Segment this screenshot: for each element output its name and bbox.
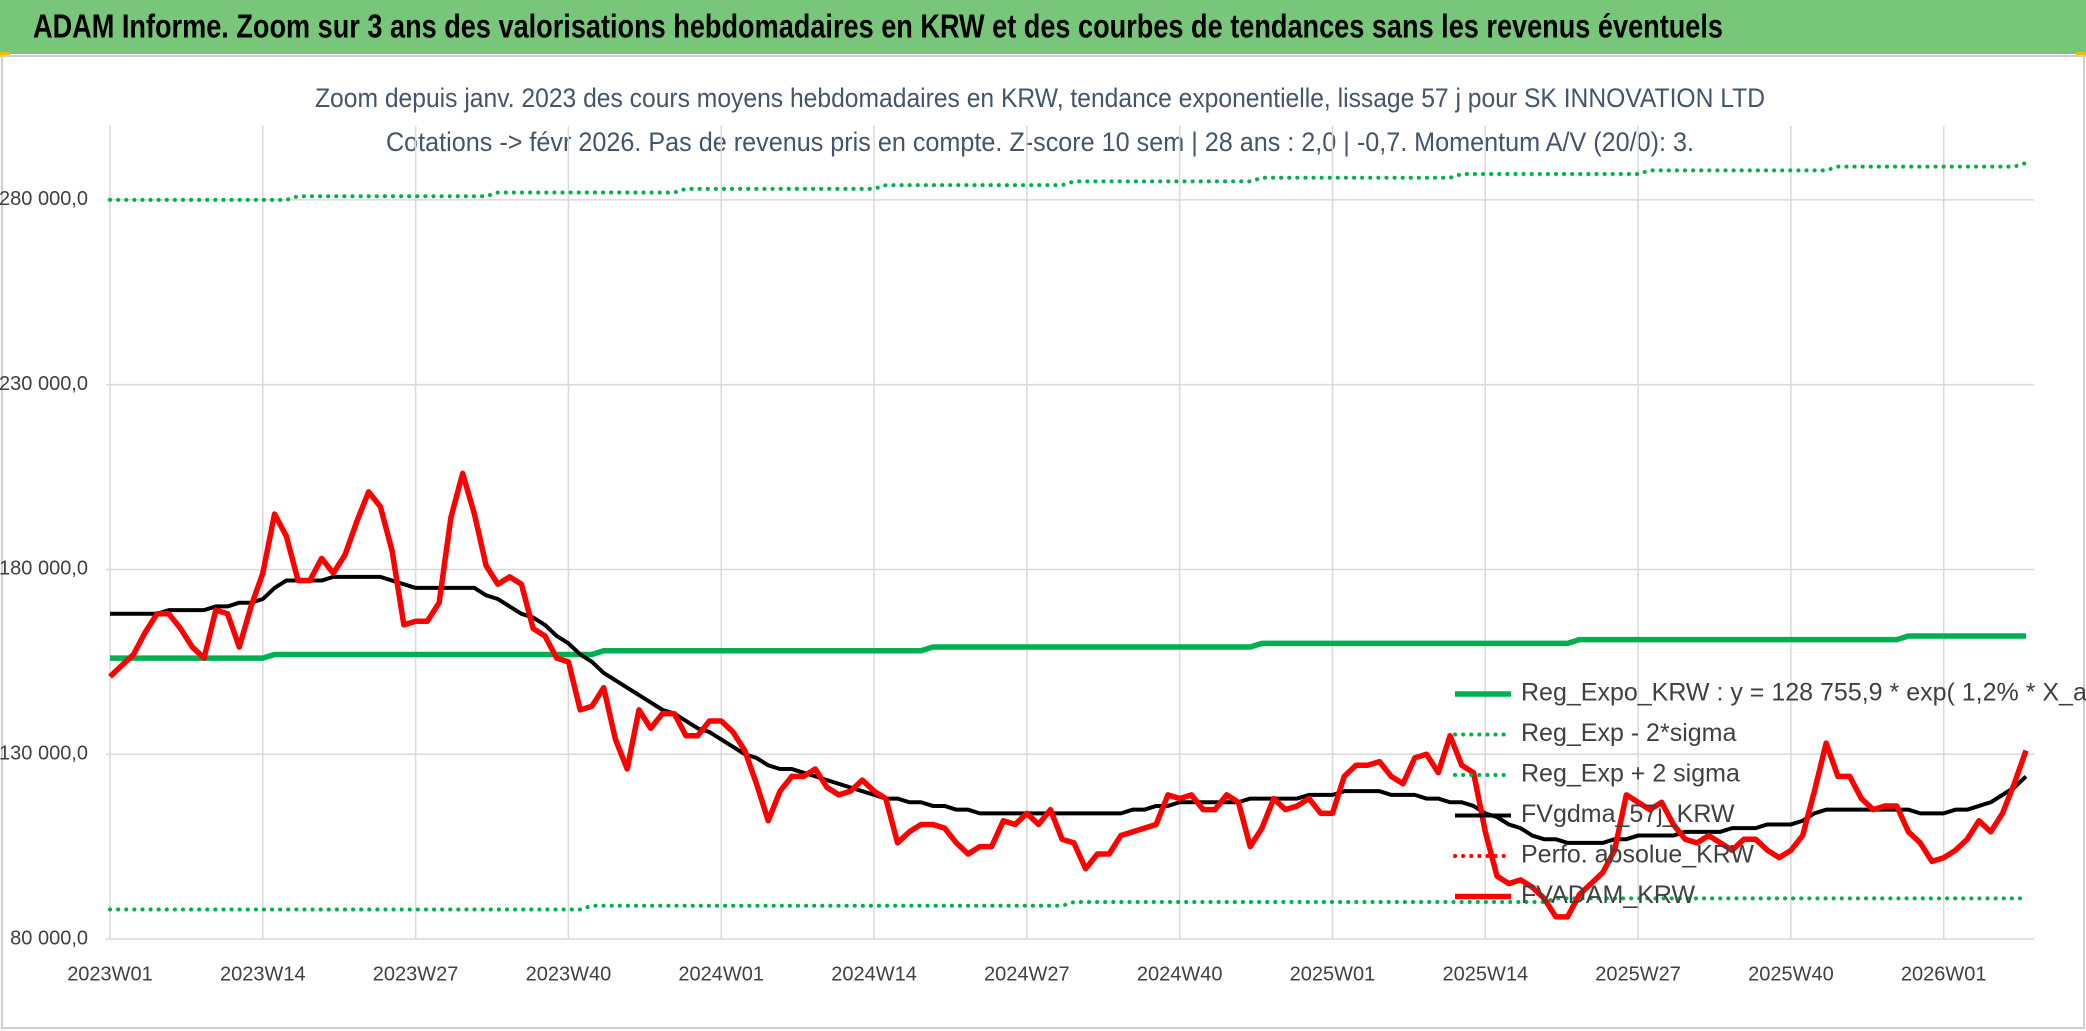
series-line [110, 633, 2026, 661]
x-tick-label: 2025W14 [1442, 963, 1528, 985]
y-tick-label: 180 000,0 [0, 558, 88, 580]
banner-title: ADAM Informe. Zoom sur 3 ans des valoris… [33, 8, 1723, 45]
x-tick-label: 2024W01 [678, 963, 764, 985]
banner-accent [2076, 52, 2086, 57]
x-tick-label: 2023W40 [526, 963, 612, 985]
x-tick-label: 2023W01 [67, 963, 153, 985]
x-tick-label: 2024W40 [1137, 963, 1223, 985]
frame [1, 55, 2085, 1029]
legend-label: Perfo. absolue_KRW [1521, 841, 1754, 869]
banner [0, 0, 2086, 54]
legend-label: Reg_Exp - 2*sigma [1521, 719, 1736, 747]
chart-title: Zoom depuis janv. 2023 des cours moyens … [315, 83, 1765, 113]
legend-label: Reg_Exp + 2 sigma [1521, 760, 1740, 788]
x-tick-label: 2024W14 [831, 963, 917, 985]
banner-accent [0, 52, 10, 57]
series-line [108, 470, 2029, 920]
x-tick-label: 2023W14 [220, 963, 306, 985]
x-tick-label: 2023W27 [373, 963, 459, 985]
legend-label: Reg_Expo_KRW : y = 128 755,9 * exp( 1,2%… [1521, 679, 2086, 707]
y-tick-label: 280 000,0 [0, 188, 88, 210]
legend-label: FVgdma_57j_KRW [1521, 800, 1735, 828]
x-tick-label: 2025W27 [1595, 963, 1681, 985]
x-tick-label: 2025W01 [1290, 963, 1376, 985]
chart-subtitle: Cotations -> févr 2026. Pas de revenus p… [386, 127, 1694, 157]
legend-label: FVADAM_KRW [1521, 881, 1696, 909]
x-tick-label: 2025W40 [1748, 963, 1834, 985]
x-tick-label: 2024W27 [984, 963, 1070, 985]
series-line [110, 574, 2028, 845]
y-tick-label: 130 000,0 [0, 743, 88, 765]
x-tick-label: 2026W01 [1901, 963, 1987, 985]
y-tick-label: 80 000,0 [10, 927, 88, 949]
y-tick-label: 230 000,0 [0, 373, 88, 395]
